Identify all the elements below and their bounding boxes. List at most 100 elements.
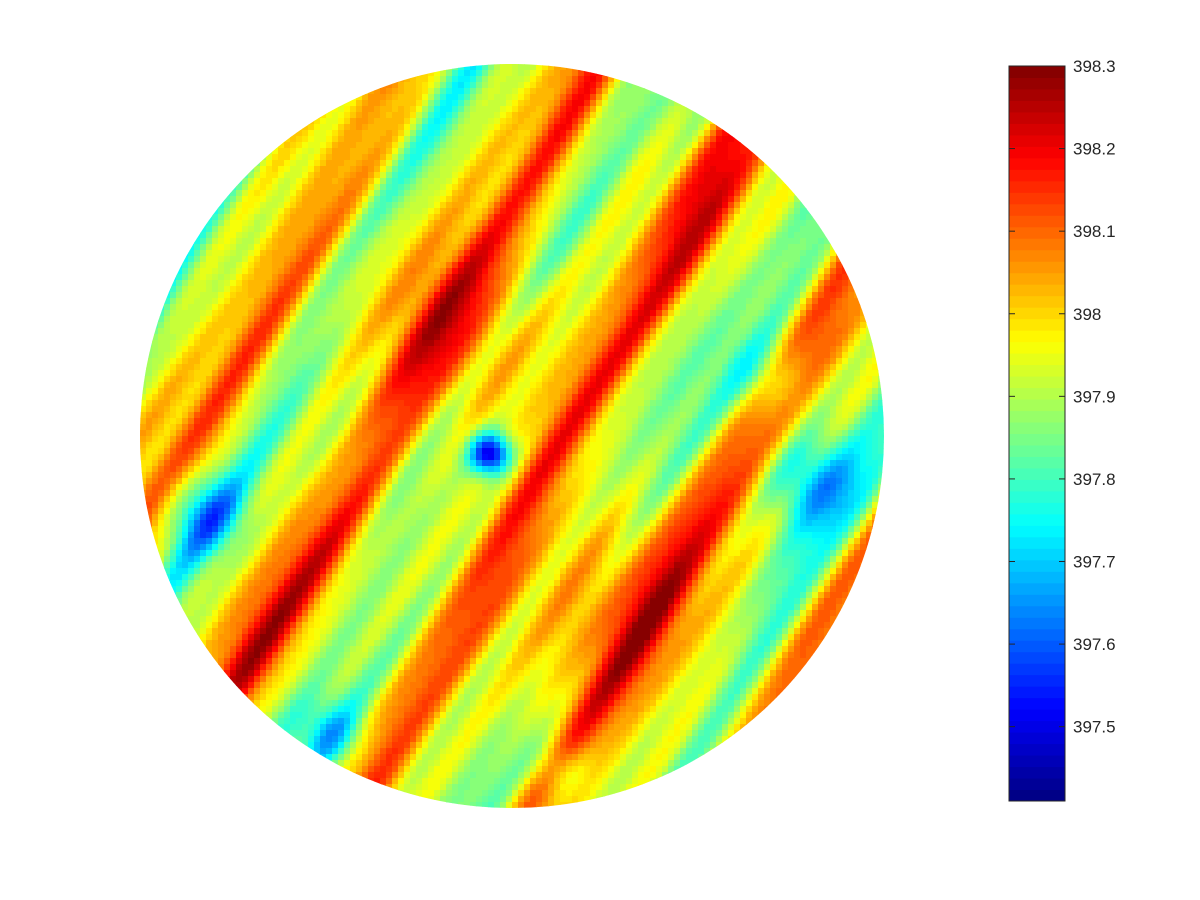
contour-cell — [266, 268, 273, 275]
contour-cell — [284, 160, 291, 167]
contour-cell — [254, 226, 261, 233]
contour-cell — [764, 298, 771, 305]
contour-cell — [236, 334, 243, 341]
contour-cell — [746, 262, 753, 269]
contour-cell — [632, 166, 639, 173]
contour-cell — [494, 142, 501, 149]
contour-cell — [662, 286, 669, 293]
contour-cell — [434, 304, 441, 311]
contour-cell — [140, 370, 147, 377]
contour-cell — [434, 322, 441, 329]
contour-cell — [380, 178, 387, 185]
contour-cell — [782, 280, 789, 287]
contour-cell — [350, 370, 357, 377]
contour-cell — [242, 352, 249, 359]
contour-cell — [254, 244, 261, 251]
contour-cell — [488, 340, 495, 347]
contour-cell — [752, 322, 759, 329]
contour-cell — [602, 304, 609, 311]
contour-cell — [548, 256, 555, 263]
contour-cell — [608, 106, 615, 113]
contour-cell — [806, 262, 813, 269]
contour-cell — [524, 232, 531, 239]
contour-cell — [374, 100, 381, 107]
contour-cell — [746, 316, 753, 323]
contour-cell — [404, 118, 411, 125]
contour-cell — [536, 184, 543, 191]
contour-cell — [698, 280, 705, 287]
contour-cell — [296, 298, 303, 305]
contour-cell — [680, 202, 687, 209]
contour-cell — [188, 346, 195, 353]
contour-cell — [404, 268, 411, 275]
contour-cell — [650, 298, 657, 305]
contour-cell — [650, 190, 657, 197]
contour-cell — [686, 316, 693, 323]
contour-cell — [704, 340, 711, 347]
contour-cell — [620, 298, 627, 305]
contour-cell — [422, 310, 429, 317]
contour-cell — [320, 298, 327, 305]
contour-cell — [752, 208, 759, 215]
contour-cell — [398, 238, 405, 245]
contour-cell — [446, 202, 453, 209]
contour-cell — [830, 310, 837, 317]
contour-cell — [272, 292, 279, 299]
contour-cell — [482, 190, 489, 197]
contour-cell — [866, 370, 873, 377]
contour-cell — [344, 184, 351, 191]
contour-cell — [632, 190, 639, 197]
contour-cell — [512, 214, 519, 221]
contour-cell — [548, 262, 555, 269]
contour-cell — [560, 220, 567, 227]
contour-cell — [674, 208, 681, 215]
contour-cell — [254, 370, 261, 377]
contour-cell — [170, 322, 177, 329]
contour-cell — [362, 250, 369, 257]
contour-cell — [734, 304, 741, 311]
contour-cell — [794, 370, 801, 377]
contour-cell — [548, 190, 555, 197]
contour-cell — [368, 160, 375, 167]
contour-cell — [524, 220, 531, 227]
contour-cell — [290, 340, 297, 347]
contour-cell — [590, 250, 597, 257]
contour-cell — [380, 226, 387, 233]
contour-cell — [506, 142, 513, 149]
contour-cell — [416, 82, 423, 89]
contour-cell — [302, 322, 309, 329]
contour-cell — [440, 118, 447, 125]
contour-cell — [692, 202, 699, 209]
contour-cell — [866, 346, 873, 353]
contour-cell — [542, 328, 549, 335]
contour-cell — [194, 268, 201, 275]
contour-cell — [764, 154, 771, 161]
contour-cell — [404, 316, 411, 323]
contour-cell — [182, 244, 189, 251]
contour-cell — [398, 346, 405, 353]
contour-cell — [266, 298, 273, 305]
contour-cell — [758, 178, 765, 185]
contour-cell — [578, 154, 585, 161]
contour-cell — [152, 316, 159, 323]
contour-cell — [722, 184, 729, 191]
contour-cell — [314, 256, 321, 263]
contour-cell — [506, 298, 513, 305]
contour-cell — [176, 346, 183, 353]
contour-cell — [338, 208, 345, 215]
contour-cell — [434, 76, 441, 83]
contour-cell — [566, 202, 573, 209]
contour-cell — [674, 346, 681, 353]
contour-cell — [710, 316, 717, 323]
contour-cell — [188, 298, 195, 305]
contour-cell — [506, 70, 513, 77]
contour-cell — [656, 352, 663, 359]
contour-cell — [500, 316, 507, 323]
contour-cell — [404, 112, 411, 119]
contour-cell — [458, 274, 465, 281]
contour-cell — [404, 160, 411, 167]
contour-cell — [794, 322, 801, 329]
contour-cell — [692, 352, 699, 359]
contour-cell — [596, 226, 603, 233]
contour-cell — [416, 190, 423, 197]
